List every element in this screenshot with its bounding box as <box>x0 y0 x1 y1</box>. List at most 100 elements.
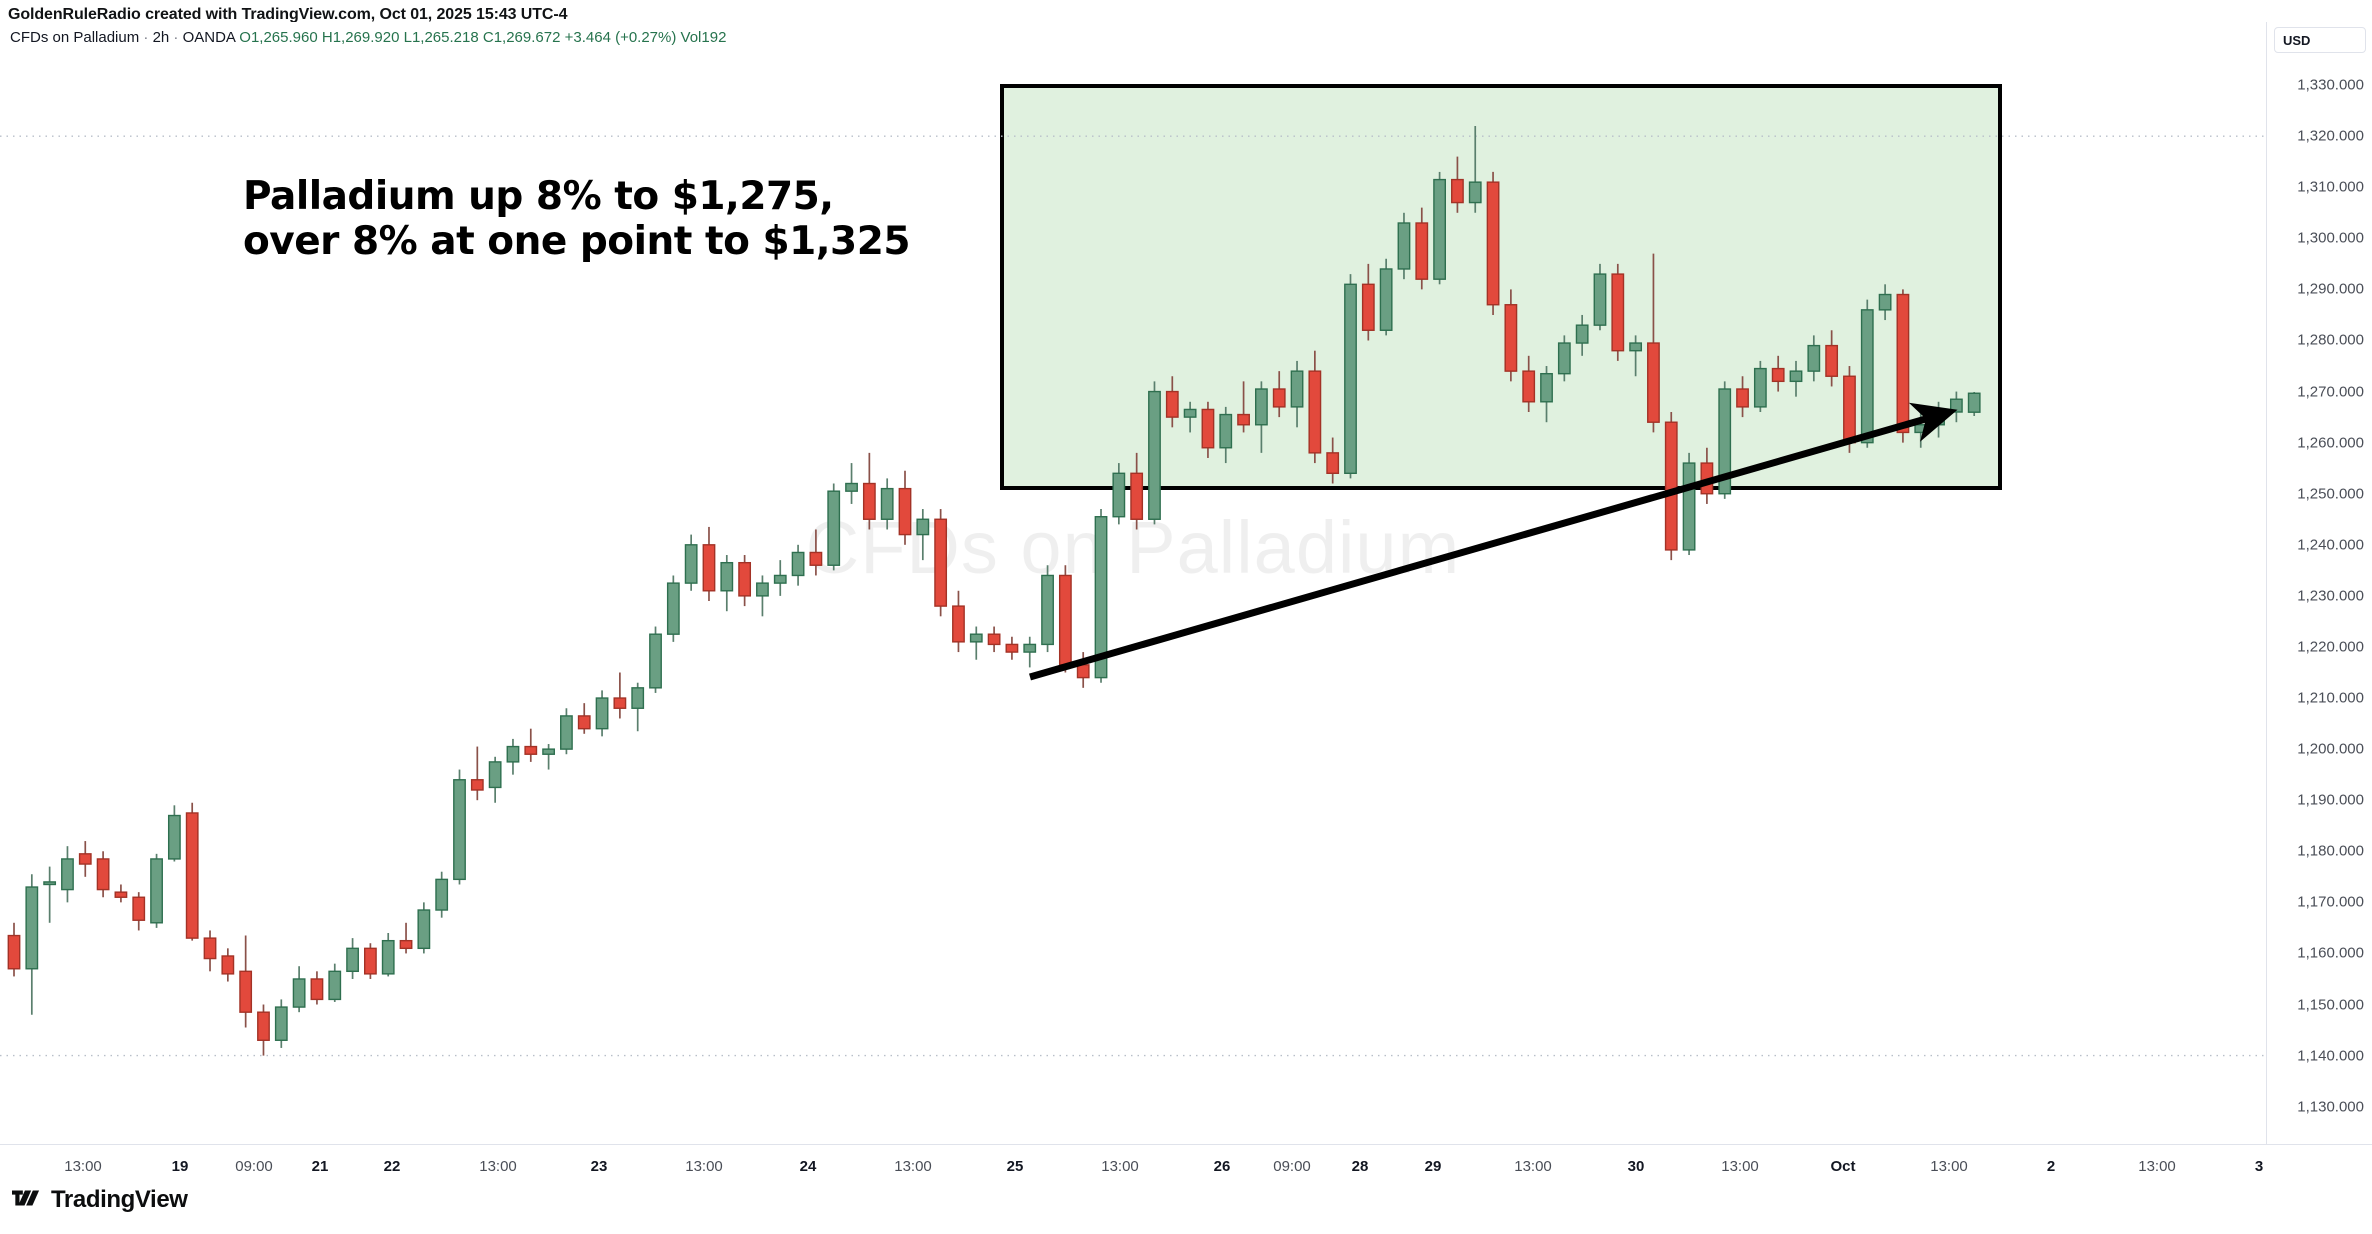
candle <box>1647 253 1660 433</box>
time-tick: 13:00 <box>1721 1158 1759 1175</box>
time-tick: 21 <box>311 1158 329 1175</box>
candle <box>203 930 217 972</box>
candle <box>1272 371 1286 418</box>
candle <box>1112 463 1126 525</box>
currency-badge[interactable]: USD <box>2274 27 2366 53</box>
candle <box>560 708 573 755</box>
candle <box>1575 314 1589 356</box>
candle <box>346 938 359 979</box>
tradingview-mark-icon <box>12 1190 40 1205</box>
candle-body <box>524 745 538 755</box>
time-tick: 13:00 <box>64 1158 102 1175</box>
time-scale[interactable]: 13:00 19 09:00 21 22 13:00 23 13:00 24 13:00 25 13:… <box>0 1144 2372 1190</box>
chart-legend[interactable]: CFDs on Palladium · 2h · OANDA O1,265.96… <box>10 28 726 48</box>
candle-body <box>1771 367 1785 383</box>
candle-body <box>185 812 199 939</box>
candle-body <box>1789 370 1803 383</box>
time-tick: 3 <box>2254 1158 2264 1175</box>
candle-body <box>470 779 484 791</box>
candle <box>1379 258 1393 336</box>
candle-body <box>25 886 39 970</box>
candle <box>1005 636 1019 660</box>
candle <box>898 470 912 545</box>
candle-body <box>1451 178 1464 204</box>
highlight-box[interactable] <box>1000 84 2002 490</box>
candle <box>221 948 235 982</box>
time-tick: 09:00 <box>235 1158 273 1175</box>
candle-body <box>1825 344 1839 377</box>
tradingview-logo[interactable]: TradingView <box>12 1186 188 1214</box>
candle-body <box>1593 273 1607 326</box>
candle <box>1451 156 1464 213</box>
candle-body <box>1629 342 1643 352</box>
candle <box>185 802 199 941</box>
time-tick: 25 <box>1006 1158 1024 1175</box>
candle-body <box>239 970 253 1013</box>
candle <box>1344 274 1357 479</box>
price-tick: 1,220.000 <box>2297 638 2364 656</box>
time-tick: 23 <box>590 1158 608 1175</box>
candle-body <box>1522 370 1536 403</box>
candle-body <box>1433 178 1447 280</box>
candle <box>1540 366 1553 423</box>
candle-body <box>1326 452 1340 474</box>
candle <box>310 971 324 1005</box>
time-tick: 2 <box>2046 1158 2056 1175</box>
candle <box>1682 452 1696 556</box>
candle <box>1896 289 1910 443</box>
candle <box>1326 437 1340 484</box>
candle <box>1629 335 1643 377</box>
candle <box>880 478 894 530</box>
candle-body <box>1023 643 1037 653</box>
candle <box>7 922 21 977</box>
candle <box>845 463 858 504</box>
candle-body <box>1896 293 1910 434</box>
candle <box>167 805 181 862</box>
candlestick-series[interactable] <box>0 22 2266 1144</box>
candle-body <box>987 633 1001 646</box>
legend-low: L1,265.218 <box>403 29 479 46</box>
price-tick: 1,210.000 <box>2297 689 2364 707</box>
candle <box>1807 335 1821 382</box>
candle <box>1504 289 1518 382</box>
candle-body <box>916 518 930 536</box>
candle <box>1593 263 1607 331</box>
candle <box>1522 355 1536 412</box>
candle-body <box>203 937 217 960</box>
candle <box>1219 406 1233 464</box>
annotation-line-1: Palladium up 8% to $1,275, <box>243 174 834 219</box>
price-tick: 1,330.000 <box>2297 76 2364 94</box>
time-tick: 09:00 <box>1273 1158 1311 1175</box>
candle <box>1254 381 1268 453</box>
candle-body <box>417 909 431 950</box>
chart-plot-area[interactable]: CFDs on Palladium Palladium up 8% to $1,… <box>0 22 2266 1144</box>
legend-symbol[interactable]: CFDs on Palladium <box>10 29 140 46</box>
candle-body <box>43 881 57 886</box>
candle-body <box>613 697 627 709</box>
price-tick: 1,280.000 <box>2297 331 2364 349</box>
candle-body <box>684 544 698 584</box>
candle <box>488 756 502 803</box>
candle-body <box>1557 342 1571 375</box>
candle <box>934 509 948 617</box>
candle-body <box>1807 344 1821 372</box>
candle <box>542 744 556 770</box>
candle-body <box>1486 181 1500 306</box>
candle-body <box>488 761 502 789</box>
candle <box>381 933 395 977</box>
candle-body <box>1308 370 1322 454</box>
uptrend-arrow[interactable] <box>0 22 2266 1144</box>
time-tick: 13:00 <box>1101 1158 1139 1175</box>
candle-body <box>96 858 110 891</box>
candle-body <box>114 891 128 898</box>
candle <box>1486 171 1500 315</box>
candle <box>61 846 74 903</box>
price-tick: 1,240.000 <box>2297 536 2364 554</box>
candle-body <box>1005 643 1019 653</box>
candle-body <box>666 582 680 635</box>
candle <box>1753 360 1767 412</box>
price-scale[interactable]: USD 1,330.000 1,320.000 1,310.000 1,300.000… <box>2266 22 2372 1144</box>
legend-interval[interactable]: 2h <box>152 29 170 46</box>
candle <box>952 590 965 653</box>
candle <box>1415 207 1429 290</box>
